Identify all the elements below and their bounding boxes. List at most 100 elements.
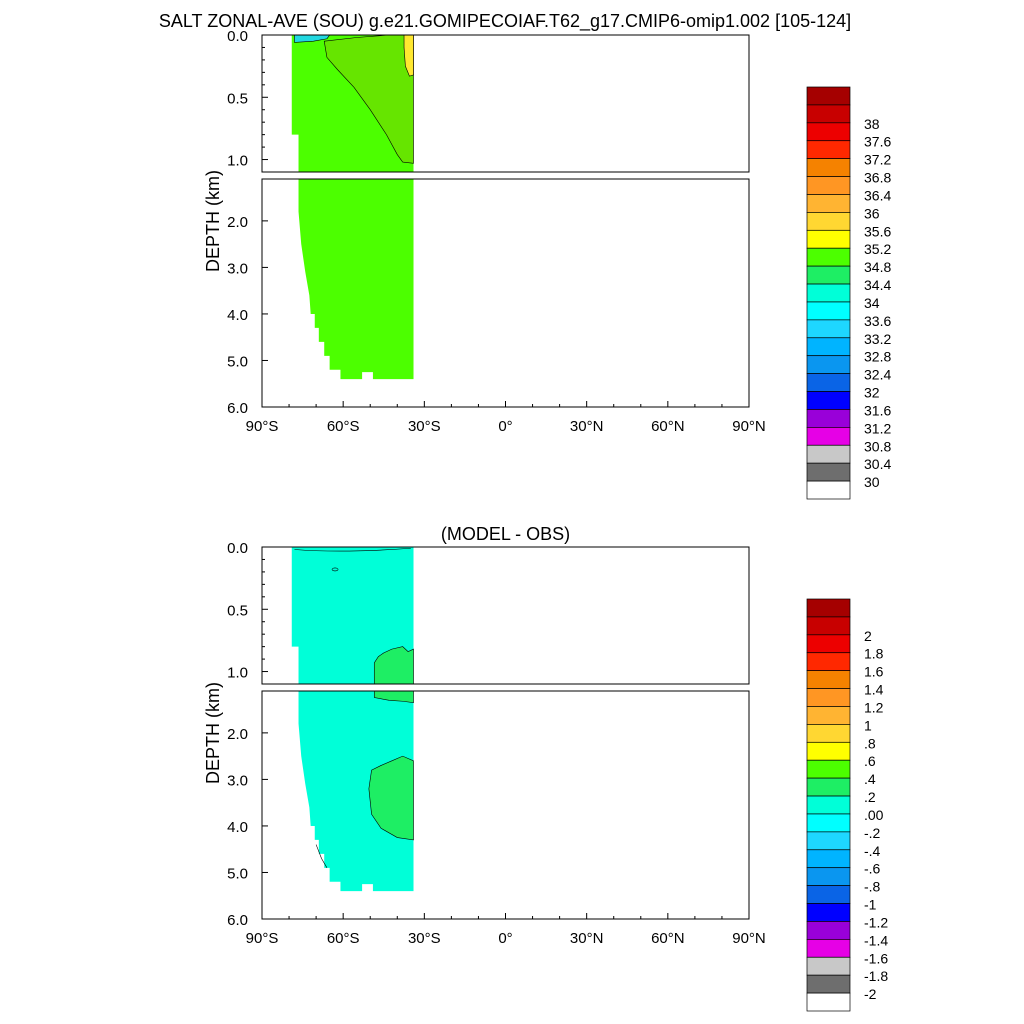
colorbar-swatch — [806, 391, 851, 410]
colorbar-label: -1.8 — [864, 968, 888, 984]
x-tick-label: 90°S — [246, 930, 279, 947]
y-tick-label: 2.0 — [227, 214, 248, 231]
upper-field-area — [291, 547, 414, 684]
colorbar-label: 34.8 — [864, 259, 891, 275]
colorbar-label: 1 — [864, 717, 872, 733]
colorbar-swatch — [806, 741, 851, 761]
upper-field — [291, 547, 414, 685]
x-tick-label: 60°S — [327, 930, 360, 947]
colorbar-swatch — [806, 480, 851, 500]
y-tick-label: 1.0 — [227, 665, 248, 682]
y-axis-label: DEPTH (km) — [203, 170, 223, 272]
y-tick-label: 6.0 — [227, 912, 248, 929]
colorbar-label: -1.2 — [864, 914, 888, 930]
colorbar-swatch — [806, 634, 851, 654]
colorbar-label: 36 — [864, 205, 880, 221]
colorbar: -2 -1.8 -1.6 -1.4 -1.2-1 -.8 -.6 -.4 -.2 .00 .2 .4.… — [806, 598, 888, 1012]
colorbar-label: 34.4 — [864, 277, 891, 293]
colorbar-swatch — [806, 462, 851, 482]
colorbar-swatch — [806, 104, 851, 124]
colorbar-label: 35.6 — [864, 223, 891, 239]
colorbar-swatch — [806, 688, 851, 707]
colorbar-label: .00 — [864, 807, 884, 823]
colorbar-swatch — [806, 301, 851, 321]
y-tick-label: 0.5 — [227, 602, 248, 619]
colorbar-label: 37.6 — [864, 134, 891, 150]
colorbar-swatch — [806, 724, 851, 743]
x-tick-label: 60°N — [651, 930, 685, 947]
colorbar-swatch — [806, 921, 851, 940]
colorbar-label: 30.4 — [864, 456, 891, 472]
colorbar-label: 31.2 — [864, 420, 891, 436]
colorbar-label: -1.4 — [864, 932, 888, 948]
edge-contour-line — [315, 844, 328, 868]
colorbar-swatch — [806, 616, 851, 636]
colorbar-label: 1.6 — [864, 664, 884, 680]
y-tick-label: 5.0 — [227, 353, 248, 370]
upper-field — [291, 34, 414, 172]
y-tick-label: 0.0 — [227, 28, 248, 45]
lower-field — [298, 179, 414, 380]
colorbar-swatch — [806, 176, 851, 195]
colorbar-swatch — [806, 956, 851, 976]
lower-field-area — [298, 691, 414, 892]
colorbar-swatch — [806, 212, 851, 231]
colorbar-swatch — [806, 194, 851, 213]
y-tick-label: 1.0 — [227, 153, 248, 170]
colorbar-swatch — [806, 319, 851, 339]
colorbar-label: 38 — [864, 116, 880, 132]
x-tick-label: 60°N — [651, 418, 685, 435]
positive-bias-contour-deep — [368, 755, 414, 841]
colorbar-swatch — [806, 706, 851, 725]
colorbar-label: .2 — [864, 789, 876, 805]
colorbar-label: 30 — [864, 474, 880, 490]
model-panel: 0.0 0.5 1.0 2.0 3.0 4.0 5.0 6.090°S 60°S 30°S 0° 30… — [203, 28, 891, 500]
y-tick-label: 5.0 — [227, 865, 248, 882]
y-tick-label: 0.5 — [227, 90, 248, 107]
colorbar-label: -.6 — [864, 861, 881, 877]
colorbar-swatch — [806, 652, 851, 672]
x-tick-label: 0° — [498, 930, 512, 947]
colorbar-label: 33.6 — [864, 313, 891, 329]
colorbar-swatch — [806, 140, 851, 160]
colorbar-swatch — [806, 229, 851, 249]
colorbar-label: 1.4 — [864, 682, 884, 698]
colorbar-swatch — [806, 903, 851, 922]
colorbar-swatch — [806, 777, 851, 797]
colorbar-swatch — [806, 158, 851, 177]
colorbar-label: -.8 — [864, 879, 881, 895]
colorbar-swatch — [806, 373, 851, 392]
upper-plot-frame — [261, 546, 750, 685]
colorbar-swatch — [806, 283, 851, 303]
colorbar-swatch — [806, 795, 851, 815]
colorbar-label: 2 — [864, 628, 872, 644]
x-tick-label: 30°N — [570, 930, 604, 947]
colorbar-label: 31.6 — [864, 402, 891, 418]
colorbar-label: 1.8 — [864, 646, 884, 662]
colorbar-label: .8 — [864, 735, 876, 751]
upper-plot-frame — [261, 34, 750, 173]
y-axis-label: DEPTH (km) — [203, 682, 223, 784]
colorbar-swatch — [806, 265, 851, 285]
x-tick-label: 90°N — [732, 930, 766, 947]
colorbar-swatch — [806, 992, 851, 1012]
colorbar-swatch — [806, 337, 851, 357]
surface-contour-line — [294, 547, 411, 552]
colorbar-label: -1 — [864, 897, 877, 913]
colorbar-label: 32.8 — [864, 349, 891, 365]
colorbar-swatch — [806, 598, 851, 618]
difference-panel: (MODEL - OBS)0.00.51.02.03.04.05.06.090°… — [203, 524, 888, 1012]
colorbar-label: 33.2 — [864, 331, 891, 347]
colorbar-swatch — [806, 974, 851, 994]
colorbar-swatch — [806, 867, 851, 886]
colorbar-swatch — [806, 885, 851, 904]
colorbar-swatch — [806, 355, 851, 374]
y-tick-label: 3.0 — [227, 772, 248, 789]
x-tick-label: 30°N — [570, 418, 604, 435]
panel-title: (MODEL - OBS) — [441, 524, 570, 544]
colorbar-label: 1.2 — [864, 699, 884, 715]
colorbar-swatch — [806, 247, 851, 267]
y-tick-label: 3.0 — [227, 260, 248, 277]
colorbar-swatch — [806, 426, 851, 446]
x-tick-label: 30°S — [408, 418, 441, 435]
